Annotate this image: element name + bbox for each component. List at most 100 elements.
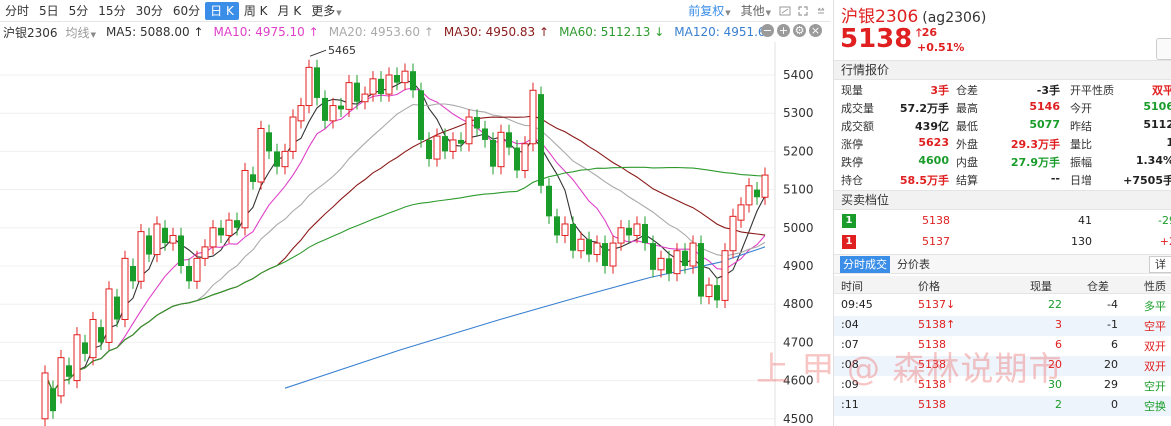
- candle-body: [666, 258, 672, 274]
- candle-body: [66, 365, 72, 377]
- other-dropdown[interactable]: 其他▼: [736, 2, 776, 20]
- trade-oi: 29: [1104, 378, 1118, 391]
- candle-body: [361, 93, 369, 103]
- more-label: 更多: [311, 3, 336, 18]
- period-monthly[interactable]: 月 K: [277, 3, 302, 18]
- tab-trades[interactable]: 分时成交: [840, 256, 890, 273]
- plus-icon[interactable]: +: [777, 24, 790, 37]
- candle-body: [241, 170, 249, 229]
- candle-body: [385, 74, 393, 95]
- quote-field-label: 量比: [1070, 138, 1092, 151]
- candle-body: [322, 97, 328, 121]
- ma10-label: MA10: 4975.10 ↑: [213, 25, 319, 39]
- trade-time: :11: [841, 398, 859, 411]
- period-weekly[interactable]: 周 K: [243, 3, 268, 18]
- price-change: 🡑26: [916, 24, 937, 43]
- quote-field-label: 开平性质: [1070, 84, 1114, 97]
- trade-oi: -1: [1107, 318, 1118, 331]
- candle-body: [345, 82, 353, 110]
- market-quote-row: 成交额 439亿 最低 5077 昨结 5112: [834, 116, 1171, 134]
- trade-row: :07 5138 6 6 双开: [834, 336, 1171, 356]
- candle-body: [338, 105, 344, 110]
- ma60-label: MA60: 5112.13 ↓: [559, 25, 665, 39]
- candle-body: [105, 288, 113, 343]
- col-time: 时间: [841, 280, 863, 293]
- kline-chart-panel: 分时 5日 5分 15分 30分 60分 日 K 周 K 月 K 更多▼ 前复权…: [0, 0, 830, 426]
- instrument-title: 沪银2306 (ag2306): [841, 2, 986, 27]
- tab-price-table[interactable]: 分价表: [897, 258, 930, 271]
- level-qty: 41: [1078, 214, 1092, 227]
- gear-icon[interactable]: ⚙: [793, 24, 806, 37]
- ma-mode-dropdown[interactable]: 均线▼: [66, 24, 96, 41]
- candle-body: [250, 174, 256, 182]
- expand-icon[interactable]: [794, 2, 812, 20]
- candle-body: [257, 127, 265, 183]
- kline-chart[interactable]: 5400 5300 5200 5100 5000 4900 4800 4700 4600 4500…: [0, 42, 830, 426]
- ma30-label: MA30: 4950.83 ↑: [443, 25, 550, 39]
- trade-row: :04 5138↑ 3 -1 空平: [834, 316, 1171, 336]
- candle-body: [561, 223, 569, 236]
- quote-field-label: 最低: [956, 120, 978, 133]
- instrument-code: (ag2306): [922, 10, 987, 26]
- market-quote-row: 跌停 4600 内盘 27.9万手 振幅 1.34%: [834, 152, 1171, 170]
- ma120-line: [284, 246, 766, 389]
- collapse-icon[interactable]: [812, 2, 830, 20]
- quote-field-value: 5146: [1029, 100, 1060, 113]
- ma120-label: MA120: 4951.68 ↑: [674, 25, 788, 39]
- period-intraday[interactable]: 分时: [5, 3, 30, 18]
- candle-body: [626, 227, 632, 236]
- chevron-down-icon: ▼: [90, 30, 96, 39]
- period-30min[interactable]: 30分: [135, 3, 163, 18]
- chevron-down-icon: ▼: [725, 9, 731, 17]
- candle-body: [602, 243, 608, 266]
- candle-body: [657, 257, 665, 271]
- trade-nature: 空开: [1144, 380, 1166, 393]
- minus-icon[interactable]: −: [761, 24, 774, 37]
- y-tick-label: 4600: [783, 374, 814, 388]
- quote-field-value: 5623: [918, 136, 949, 149]
- trade-qty: 6: [1055, 338, 1062, 351]
- candle-body: [617, 227, 625, 244]
- adjust-dropdown[interactable]: 前复权▼: [683, 2, 735, 20]
- trade-nature: 空平: [1144, 320, 1166, 333]
- ma-controls: − + ⚙ ×: [761, 24, 822, 37]
- market-quote-row: 持仓 58.5万手 结算 -- 日增 +7505手: [834, 170, 1171, 188]
- candle-body: [146, 235, 152, 255]
- trade-time: :09: [841, 378, 859, 391]
- candle-body: [633, 223, 641, 236]
- y-tick-label: 5400: [783, 68, 814, 82]
- quote-field-label: 结算: [956, 174, 978, 187]
- trade-tabs: 分时成交 分价表 详: [834, 254, 1171, 274]
- period-more[interactable]: 更多▼: [306, 2, 346, 20]
- chart-symbol-label: 沪银2306: [3, 25, 58, 40]
- drawing-tool-icon[interactable]: [776, 2, 794, 20]
- level-tag: 1: [842, 235, 856, 249]
- level-price: 5137: [922, 235, 950, 248]
- period-5min[interactable]: 5分: [68, 3, 89, 18]
- trade-qty: 20: [1048, 358, 1062, 371]
- trade-qty: 2: [1055, 398, 1062, 411]
- period-5day[interactable]: 5日: [39, 3, 59, 18]
- period-60min[interactable]: 60分: [172, 3, 201, 18]
- quote-field-label: 今开: [1070, 102, 1092, 115]
- price-change-value: 26: [921, 26, 938, 39]
- candle-body: [754, 189, 760, 198]
- candle-body: [490, 139, 496, 167]
- close-icon[interactable]: ×: [809, 24, 822, 37]
- side-toggle-button[interactable]: [1156, 38, 1171, 60]
- ma-legend-bar: 沪银2306 均线▼ MA5: 5088.00 ↑ MA10: 4975.10 …: [0, 22, 830, 42]
- quote-field-value: +7505手: [1123, 174, 1171, 187]
- detail-button[interactable]: 详: [1149, 256, 1171, 273]
- quote-field-value: 1: [1166, 136, 1171, 149]
- period-15min[interactable]: 15分: [98, 3, 126, 18]
- ma-line: [44, 87, 766, 394]
- candle-body: [689, 242, 697, 267]
- period-daily[interactable]: 日 K: [205, 1, 239, 20]
- trade-price: 5137↓: [918, 298, 956, 311]
- candle-body: [266, 132, 272, 152]
- period-toolbar: 分时 5日 5分 15分 30分 60分 日 K 周 K 月 K 更多▼ 前复权…: [0, 0, 830, 22]
- candle-body: [593, 242, 601, 256]
- candle-body: [482, 128, 488, 140]
- candle-body: [465, 116, 473, 145]
- quote-panel: 沪银2306 (ag2306) 5138 🡑26 +0.51% 行情报价 现量 3手…: [833, 0, 1171, 426]
